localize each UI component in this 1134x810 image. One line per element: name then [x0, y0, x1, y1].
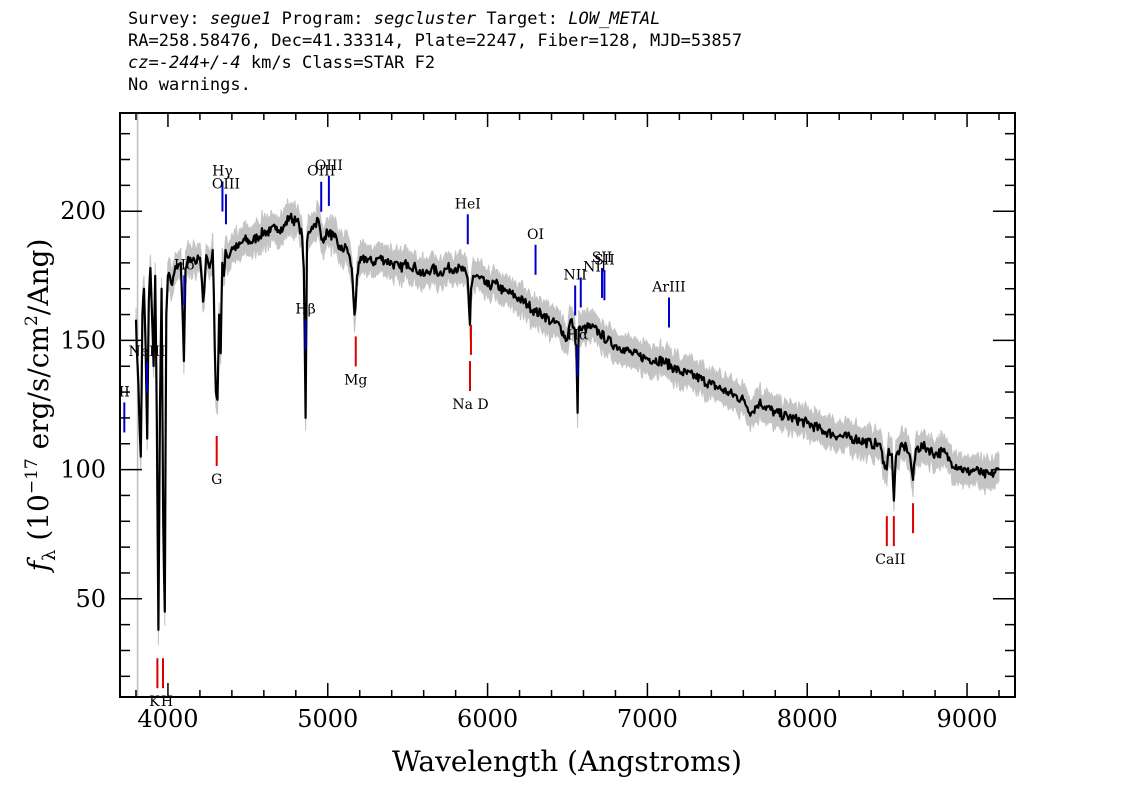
x-tick-label-0: 4000	[137, 705, 198, 733]
emission-label-9: OI	[527, 227, 544, 243]
y-tick-label-1: 100	[60, 456, 106, 484]
emission-label-1: NeIII	[128, 344, 165, 360]
emission-label-13: SII	[592, 250, 613, 266]
plot-frame	[119, 112, 1016, 698]
emission-label-3: Hγ	[212, 163, 233, 179]
emission-label-11: Hα	[567, 328, 589, 344]
emission-label-5: Hβ	[295, 302, 315, 318]
flux-layer	[134, 212, 1000, 631]
absorption-label-2: G	[211, 472, 222, 488]
line-marker-layer: IINeIIIHδHγOIIIHβOIIIOIIIHeIOINIIHαNIISI…	[119, 158, 915, 710]
spectrum-header: Survey: segue1 Program: segcluster Targe…	[128, 8, 742, 96]
x-tick-label-1: 5000	[297, 705, 358, 733]
x-tick-label-5: 9000	[937, 705, 998, 733]
absorption-label-3: Mg	[344, 372, 367, 388]
header-line-survey: Survey: segue1 Program: segcluster Targe…	[128, 9, 661, 29]
emission-label-12: NII	[583, 259, 606, 275]
flux-series-line	[134, 212, 1000, 631]
emission-label-6: OIII	[307, 164, 335, 180]
absorption-label-na-d: Na D	[452, 397, 488, 413]
error-band	[135, 198, 1000, 646]
x-axis-label: Wavelength (Angstroms)	[392, 745, 742, 778]
y-tick-label-2: 150	[60, 326, 106, 354]
x-tick-label-3: 7000	[617, 705, 678, 733]
emission-label-14: SII	[594, 252, 615, 268]
emission-label-2: Hδ	[174, 257, 195, 273]
absorption-label-1: H	[161, 694, 173, 710]
y-axis-label: fλ (10−17 erg/s/cm2/Ang)	[22, 239, 60, 574]
header-line-coordinates: RA=258.58476, Dec=41.33314, Plate=2247, …	[128, 31, 743, 51]
x-tick-label-4: 8000	[777, 705, 838, 733]
error-band-layer	[135, 113, 1000, 697]
emission-label-8: HeI	[455, 196, 481, 212]
emission-label-7: OIII	[315, 158, 343, 174]
emission-label-15: ArIII	[651, 280, 685, 296]
y-tick-label-0: 50	[75, 585, 106, 613]
header-line-redshift: cz=-244+/-4 km/s Class=STAR F2	[128, 53, 436, 73]
y-tick-label-3: 200	[60, 197, 106, 225]
emission-label-4: OIII	[212, 176, 240, 192]
header-line-warnings: No warnings.	[128, 75, 251, 95]
absorption-label-0: K	[149, 694, 160, 710]
absorption-label-caii: CaII	[875, 552, 905, 568]
axis-tick-layer: 4000 5000 6000 7000 8000 9000 50 100 150 200	[60, 113, 1015, 733]
x-tick-label-2: 6000	[457, 705, 518, 733]
